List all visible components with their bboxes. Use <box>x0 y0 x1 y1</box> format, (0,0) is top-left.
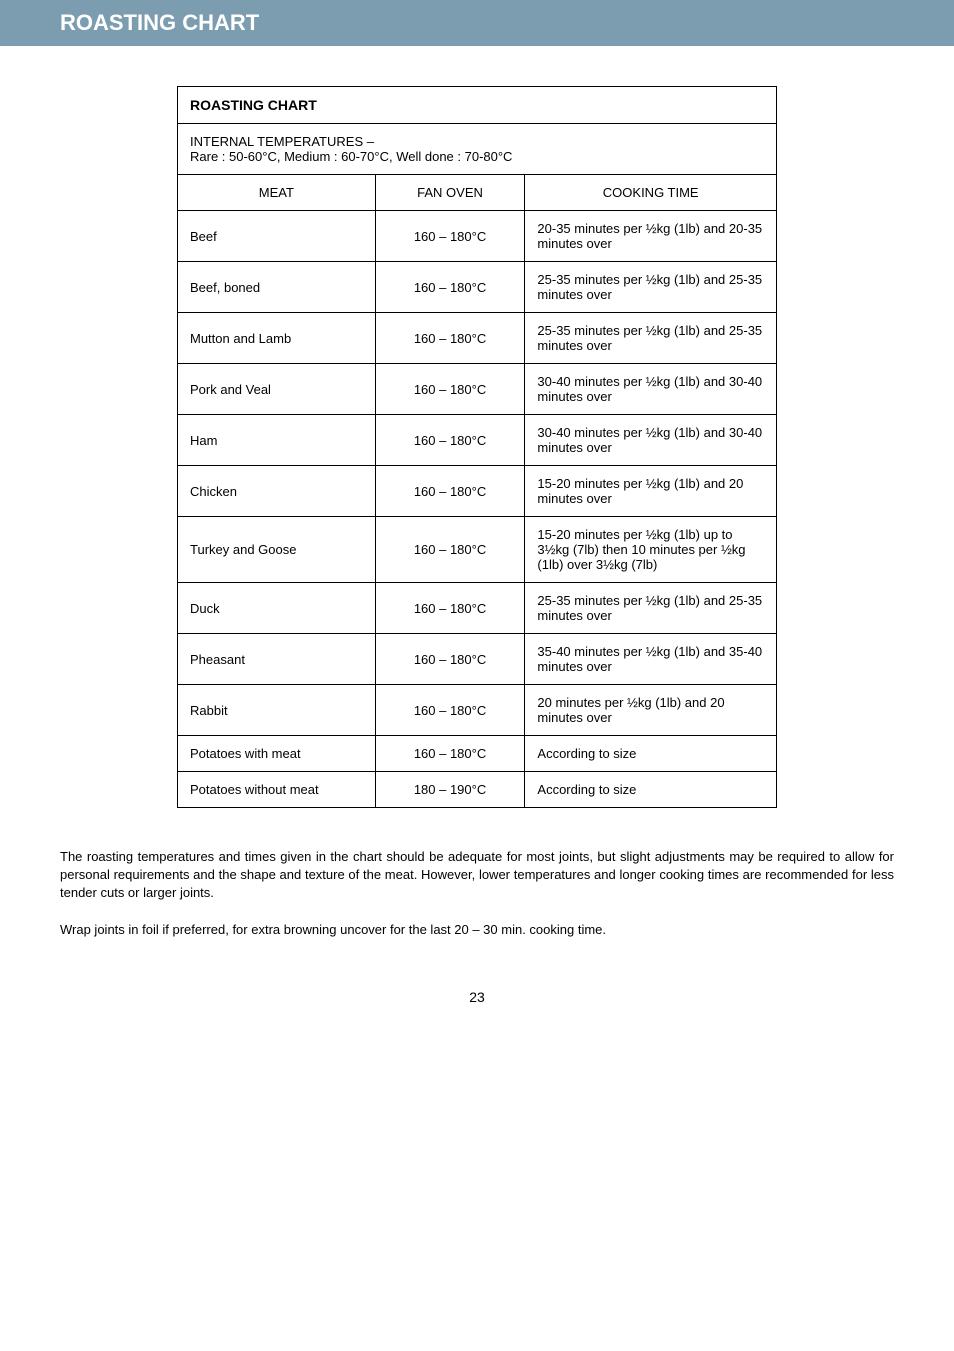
table-row: Mutton and Lamb160 – 180°C25-35 minutes … <box>178 313 777 364</box>
table-subtitle: INTERNAL TEMPERATURES – Rare : 50-60°C, … <box>178 124 777 175</box>
cell-time: 15-20 minutes per ½kg (1lb) up to 3½kg (… <box>525 517 777 583</box>
table-row: Beef, boned160 – 180°C25-35 minutes per … <box>178 262 777 313</box>
page-number: 23 <box>60 989 894 1005</box>
cell-meat: Chicken <box>178 466 376 517</box>
cell-oven: 160 – 180°C <box>375 262 525 313</box>
cell-time: 20-35 minutes per ½kg (1lb) and 20-35 mi… <box>525 211 777 262</box>
cell-time: 25-35 minutes per ½kg (1lb) and 25-35 mi… <box>525 583 777 634</box>
table-row: Pheasant160 – 180°C35-40 minutes per ½kg… <box>178 634 777 685</box>
cell-time: 30-40 minutes per ½kg (1lb) and 30-40 mi… <box>525 415 777 466</box>
table-body: Beef160 – 180°C20-35 minutes per ½kg (1l… <box>178 211 777 808</box>
table-row: Rabbit160 – 180°C20 minutes per ½kg (1lb… <box>178 685 777 736</box>
notes-section: The roasting temperatures and times give… <box>60 848 894 939</box>
cell-meat: Pork and Veal <box>178 364 376 415</box>
cell-time: 15-20 minutes per ½kg (1lb) and 20 minut… <box>525 466 777 517</box>
subtitle-line1: INTERNAL TEMPERATURES – <box>190 134 374 149</box>
cell-meat: Mutton and Lamb <box>178 313 376 364</box>
cell-meat: Turkey and Goose <box>178 517 376 583</box>
cell-time: 20 minutes per ½kg (1lb) and 20 minutes … <box>525 685 777 736</box>
cell-time: 35-40 minutes per ½kg (1lb) and 35-40 mi… <box>525 634 777 685</box>
subtitle-line2: Rare : 50-60°C, Medium : 60-70°C, Well d… <box>190 149 512 164</box>
cell-oven: 160 – 180°C <box>375 583 525 634</box>
cell-oven: 160 – 180°C <box>375 685 525 736</box>
cell-oven: 180 – 190°C <box>375 772 525 808</box>
cell-oven: 160 – 180°C <box>375 415 525 466</box>
cell-oven: 160 – 180°C <box>375 313 525 364</box>
cell-time: 25-35 minutes per ½kg (1lb) and 25-35 mi… <box>525 262 777 313</box>
table-subtitle-row: INTERNAL TEMPERATURES – Rare : 50-60°C, … <box>178 124 777 175</box>
cell-oven: 160 – 180°C <box>375 364 525 415</box>
header-bar: ROASTING CHART <box>0 0 954 46</box>
col-header-meat: MEAT <box>178 175 376 211</box>
cell-oven: 160 – 180°C <box>375 466 525 517</box>
cell-time: According to size <box>525 736 777 772</box>
cell-time: 25-35 minutes per ½kg (1lb) and 25-35 mi… <box>525 313 777 364</box>
table-header-row: MEAT FAN OVEN COOKING TIME <box>178 175 777 211</box>
header-title: ROASTING CHART <box>60 10 259 35</box>
cell-meat: Ham <box>178 415 376 466</box>
cell-oven: 160 – 180°C <box>375 736 525 772</box>
table-title: ROASTING CHART <box>178 87 777 124</box>
table-row: Ham160 – 180°C30-40 minutes per ½kg (1lb… <box>178 415 777 466</box>
cell-time: 30-40 minutes per ½kg (1lb) and 30-40 mi… <box>525 364 777 415</box>
cell-meat: Potatoes without meat <box>178 772 376 808</box>
table-row: Turkey and Goose160 – 180°C15-20 minutes… <box>178 517 777 583</box>
cell-oven: 160 – 180°C <box>375 517 525 583</box>
cell-meat: Beef <box>178 211 376 262</box>
table-row: Potatoes without meat180 – 190°CAccordin… <box>178 772 777 808</box>
page: ROASTING CHART ROASTING CHART INTERNAL T… <box>0 0 954 1065</box>
col-header-time: COOKING TIME <box>525 175 777 211</box>
cell-meat: Beef, boned <box>178 262 376 313</box>
roasting-table-wrap: ROASTING CHART INTERNAL TEMPERATURES – R… <box>177 86 777 808</box>
cell-meat: Duck <box>178 583 376 634</box>
table-row: Pork and Veal160 – 180°C30-40 minutes pe… <box>178 364 777 415</box>
table-row: Duck160 – 180°C25-35 minutes per ½kg (1l… <box>178 583 777 634</box>
table-title-row: ROASTING CHART <box>178 87 777 124</box>
roasting-table: ROASTING CHART INTERNAL TEMPERATURES – R… <box>177 86 777 808</box>
table-row: Beef160 – 180°C20-35 minutes per ½kg (1l… <box>178 211 777 262</box>
cell-meat: Potatoes with meat <box>178 736 376 772</box>
cell-time: According to size <box>525 772 777 808</box>
note-paragraph-1: The roasting temperatures and times give… <box>60 848 894 903</box>
note-paragraph-2: Wrap joints in foil if preferred, for ex… <box>60 921 894 939</box>
table-row: Potatoes with meat160 – 180°CAccording t… <box>178 736 777 772</box>
cell-oven: 160 – 180°C <box>375 211 525 262</box>
cell-meat: Pheasant <box>178 634 376 685</box>
cell-meat: Rabbit <box>178 685 376 736</box>
table-row: Chicken160 – 180°C15-20 minutes per ½kg … <box>178 466 777 517</box>
cell-oven: 160 – 180°C <box>375 634 525 685</box>
col-header-oven: FAN OVEN <box>375 175 525 211</box>
